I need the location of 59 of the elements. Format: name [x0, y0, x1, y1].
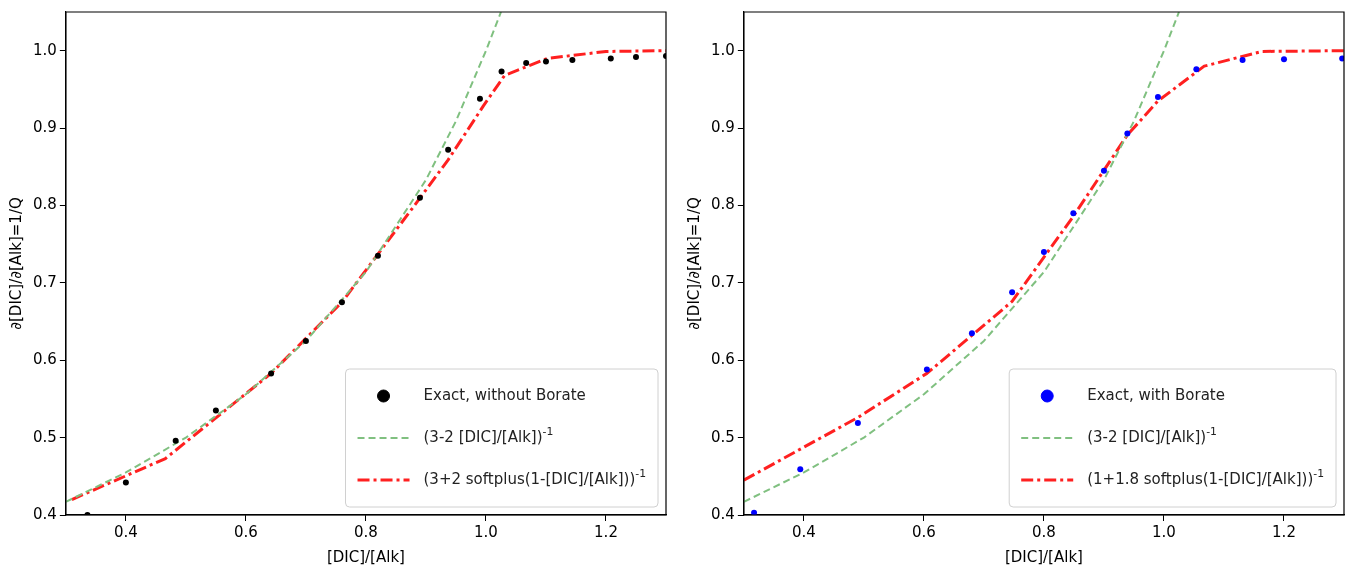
point [416, 194, 423, 201]
point [797, 466, 804, 473]
y-tick-label: 0.9 [33, 117, 57, 136]
point [338, 299, 345, 306]
point [268, 370, 275, 377]
point [1154, 94, 1161, 101]
point [1009, 289, 1016, 296]
y-tick-label: 0.5 [711, 427, 735, 446]
y-axis-title: ∂[DIC]/∂[Alk]=1/Q [684, 197, 703, 330]
x-axis-title: [DIC]/[Alk] [1004, 547, 1083, 566]
point [523, 60, 530, 67]
x-tick-label: 1.2 [1272, 522, 1296, 541]
point [1280, 56, 1287, 63]
x-axis-title: [DIC]/[Alk] [326, 547, 405, 566]
y-tick-label: 0.6 [711, 350, 735, 369]
y-tick-label: 0.6 [33, 350, 57, 369]
x-tick-label: 0.8 [354, 522, 378, 541]
x-tick-label: 0.8 [1032, 522, 1056, 541]
legend-label: Exact, with Borate [1087, 385, 1225, 404]
y-tick-label: 0.5 [33, 427, 57, 446]
point [607, 55, 614, 62]
point [854, 419, 861, 426]
point [498, 68, 505, 75]
x-tick-label: 0.4 [791, 522, 816, 541]
point [968, 330, 975, 337]
y-tick-label: 0.4 [711, 504, 735, 523]
y-tick-label: 0.8 [33, 195, 57, 214]
point [212, 407, 219, 414]
y-tick-label: 1.0 [33, 40, 57, 59]
x-tick-label: 0.6 [233, 522, 258, 541]
point [1193, 66, 1200, 73]
point [122, 479, 129, 486]
x-tick-label: 0.6 [911, 522, 936, 541]
point [1100, 167, 1107, 174]
x-tick-label: 1.0 [474, 522, 498, 541]
point [1070, 210, 1077, 217]
point [302, 337, 309, 344]
x-tick-label: 1.2 [594, 522, 618, 541]
y-tick-label: 0.4 [33, 504, 57, 523]
point [542, 58, 549, 65]
point [1124, 130, 1131, 137]
point [476, 95, 483, 102]
y-tick-label: 1.0 [711, 40, 735, 59]
legend-label: Exact, without Borate [423, 385, 586, 404]
x-tick-label: 0.4 [113, 522, 138, 541]
point [374, 252, 381, 259]
y-axis-title: ∂[DIC]/∂[Alk]=1/Q [6, 197, 25, 330]
y-tick-label: 0.9 [711, 117, 735, 136]
point [172, 437, 179, 444]
point [445, 146, 452, 153]
point [923, 366, 930, 373]
y-tick-label: 0.7 [33, 272, 57, 291]
point [632, 53, 639, 60]
y-tick-label: 0.8 [711, 195, 735, 214]
x-tick-label: 1.0 [1152, 522, 1176, 541]
y-tick-label: 0.7 [711, 272, 735, 291]
point [569, 56, 576, 63]
point [1239, 56, 1246, 63]
point [1040, 248, 1047, 255]
